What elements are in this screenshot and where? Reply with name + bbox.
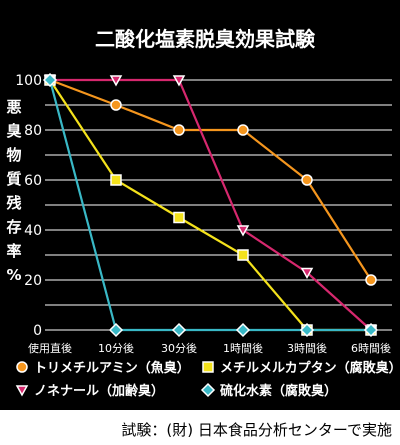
data-point: [110, 174, 122, 186]
series-lines: [42, 72, 379, 338]
data-point: [173, 124, 185, 136]
legend-label: トリメチルアミン（魚臭）: [34, 360, 190, 376]
legend-label: メチルメルカプタン（腐敗臭）: [220, 360, 400, 376]
y-axis-label-char: 残: [6, 194, 21, 212]
y-axis-label-char: 臭: [6, 122, 21, 140]
x-tick-labels: 使用直後 10分後 30分後 1時間後 3時間後 6時間後: [28, 341, 391, 355]
series-diamond: [42, 72, 379, 338]
data-point: [109, 75, 123, 87]
data-point: [237, 249, 249, 261]
data-point: [172, 75, 186, 87]
series-line: [48, 79, 371, 332]
data-point: [171, 322, 187, 338]
y-tick-label: 80: [24, 123, 42, 139]
data-point: [301, 174, 313, 186]
y-axis-label-char: 率: [6, 242, 21, 260]
data-point: [363, 322, 379, 338]
x-tick-label: 30分後: [161, 341, 197, 355]
data-point: [300, 267, 314, 280]
legend-marker: [202, 361, 214, 373]
data-point: [236, 225, 250, 237]
data-point: [237, 124, 249, 136]
x-tick-label: 10分後: [98, 341, 134, 355]
y-axis-label-char: 悪: [6, 98, 21, 116]
y-tick-labels: 0 20 40 60 80 100: [15, 73, 42, 339]
data-point: [42, 72, 58, 88]
y-tick-label: 100: [15, 73, 42, 89]
legend-marker: [16, 361, 28, 373]
y-tick-label: 20: [24, 273, 42, 289]
legend-marker: [200, 382, 216, 398]
x-tick-label: 使用直後: [28, 341, 72, 355]
series-line: [49, 78, 372, 281]
y-axis-label-char: 物: [6, 146, 21, 164]
data-point: [299, 322, 315, 338]
data-point: [110, 99, 122, 111]
y-axis-label-char: %: [6, 266, 21, 284]
x-tick-label: 3時間後: [287, 341, 327, 355]
legend-marker: [15, 385, 29, 397]
test-credit: 試験：(財) 日本食品分析センターで実施: [121, 421, 392, 439]
grid: [45, 79, 392, 331]
data-point: [108, 322, 124, 338]
y-axis-label-char: 存: [6, 218, 21, 236]
legend: トリメチルアミン（魚臭） メチルメルカプタン（腐敗臭） ノネナール（加齢臭） 硫化水素…: [15, 360, 400, 399]
data-point: [365, 274, 377, 286]
data-point: [235, 322, 251, 338]
chart-title: 二酸化塩素脱臭効果試験: [95, 27, 316, 51]
y-axis-label-char: 質: [6, 170, 21, 188]
legend-label: ノネナール（加齢臭）: [34, 383, 164, 399]
x-tick-label: 6時間後: [351, 341, 391, 355]
footer: 試験：(財) 日本食品分析センターで実施: [0, 410, 400, 445]
chart-panel: 二酸化塩素脱臭効果試験 0 20 40 60 80 100 悪臭物質残存率% 使用直後 10…: [0, 0, 400, 410]
data-point: [173, 211, 185, 224]
y-tick-label: 0: [33, 323, 42, 339]
legend-label: 硫化水素（腐敗臭）: [220, 383, 337, 399]
y-tick-label: 40: [24, 223, 42, 239]
x-tick-label: 1時間後: [223, 341, 263, 355]
y-tick-label: 60: [24, 173, 42, 189]
series-line: [50, 78, 372, 331]
